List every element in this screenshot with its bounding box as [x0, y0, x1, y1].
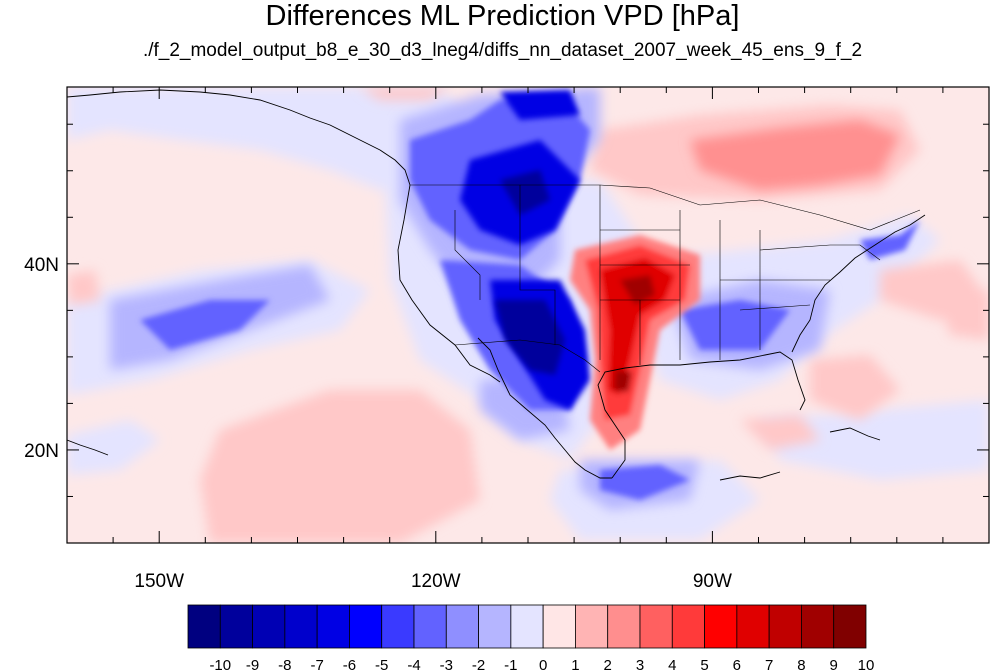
colorbar-swatch — [413, 604, 447, 649]
colorbar-swatch — [704, 604, 738, 649]
colorbar-swatch — [575, 604, 609, 649]
colorbar-label: 1 — [571, 657, 579, 672]
colorbar-label: -2 — [472, 657, 485, 672]
colorbar-swatch — [542, 604, 576, 649]
colorbar-label: 10 — [858, 657, 875, 672]
difference-field — [67, 87, 989, 543]
colorbar-label: -7 — [310, 657, 323, 672]
colorbar-label: 9 — [830, 657, 838, 672]
colorbar-swatch — [736, 604, 770, 649]
colorbar-label: 3 — [636, 657, 644, 672]
colorbar-label: 7 — [765, 657, 773, 672]
colorbar-swatch — [639, 604, 673, 649]
colorbar-labels: -10 -9 -8 -7 -6 -5 -4 -3 -2 -1 0 1 2 3 4 5 6 7 8 9 10 — [209, 657, 874, 672]
colorbar-swatch — [381, 604, 415, 649]
colorbar-boxes — [187, 604, 867, 649]
colorbar-swatch — [187, 604, 221, 649]
colorbar-swatch — [316, 604, 350, 649]
colorbar-swatch — [445, 604, 479, 649]
colorbar-label: -4 — [407, 657, 420, 672]
colorbar-label: 0 — [539, 657, 547, 672]
colorbar-label: 4 — [668, 657, 676, 672]
map-subtitle: ./f_2_model_output_b8_e_30_d3_lneg4/diff… — [142, 40, 863, 61]
colorbar-swatch — [252, 604, 286, 649]
longitude-label: 150W — [134, 571, 184, 592]
colorbar-swatch — [219, 604, 253, 649]
colorbar-label: 2 — [604, 657, 612, 672]
colorbar-label: -10 — [209, 657, 231, 672]
colorbar-label: 8 — [797, 657, 805, 672]
longitude-label: 120W — [411, 571, 461, 592]
political-borders — [410, 184, 921, 373]
latitude-label: 20N — [24, 441, 59, 462]
colorbar-swatch — [671, 604, 705, 649]
axis-ticks — [67, 87, 990, 543]
colorbar-swatch — [284, 604, 318, 649]
colorbar-label: 6 — [733, 657, 741, 672]
axis-labels: 150W 120W 90W 40N 20N — [24, 255, 732, 592]
colorbar-swatch — [478, 604, 512, 649]
colorbar-label: -9 — [246, 657, 259, 672]
longitude-label: 90W — [693, 571, 732, 592]
latitude-label: 40N — [24, 255, 59, 276]
colorbar-label: -8 — [278, 657, 291, 672]
colorbar-label: -3 — [440, 657, 453, 672]
colorbar-swatch — [607, 604, 641, 649]
colorbar-swatch — [768, 604, 802, 649]
colorbar-swatch — [510, 604, 544, 649]
colorbar-swatch — [801, 604, 835, 649]
colorbar-label: -6 — [343, 657, 356, 672]
colorbar-swatch — [349, 604, 383, 649]
colorbar-label: -1 — [504, 657, 517, 672]
map-title: Differences ML Prediction VPD [hPa] — [265, 0, 740, 32]
colorbar-label: -5 — [375, 657, 388, 672]
colorbar-label: 5 — [700, 657, 708, 672]
colorbar-swatch — [833, 604, 867, 649]
coastlines — [67, 89, 926, 481]
